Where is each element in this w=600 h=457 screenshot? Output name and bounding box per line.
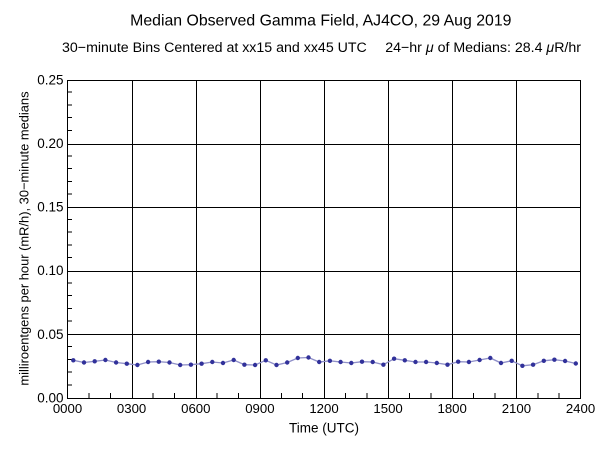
- svg-text:0.20: 0.20: [37, 136, 63, 151]
- svg-text:Time (UTC): Time (UTC): [289, 421, 359, 436]
- svg-text:0.25: 0.25: [37, 72, 63, 87]
- svg-text:0.00: 0.00: [37, 390, 63, 405]
- svg-text:24−hr μ of Medians: 28.4 μR/hr: 24−hr μ of Medians: 28.4 μR/hr: [385, 40, 581, 56]
- svg-text:0.10: 0.10: [37, 263, 63, 278]
- svg-text:1200: 1200: [309, 401, 338, 416]
- svg-text:1500: 1500: [373, 401, 402, 416]
- svg-text:30−minute Bins Centered at xx1: 30−minute Bins Centered at xx15 and xx45…: [62, 40, 367, 56]
- svg-text:1800: 1800: [438, 401, 467, 416]
- svg-text:milliroentgens per hour (mR/h): milliroentgens per hour (mR/h), 30−minut…: [17, 91, 32, 385]
- svg-text:0000: 0000: [53, 401, 82, 416]
- svg-text:Median Observed Gamma Field, A: Median Observed Gamma Field, AJ4CO, 29 A…: [130, 12, 512, 29]
- svg-text:2100: 2100: [502, 401, 531, 416]
- svg-text:0.05: 0.05: [37, 327, 63, 342]
- svg-text:0300: 0300: [117, 401, 146, 416]
- svg-text:0600: 0600: [181, 401, 210, 416]
- svg-text:0.15: 0.15: [37, 200, 63, 215]
- svg-text:2400: 2400: [566, 401, 595, 416]
- svg-text:0900: 0900: [245, 401, 274, 416]
